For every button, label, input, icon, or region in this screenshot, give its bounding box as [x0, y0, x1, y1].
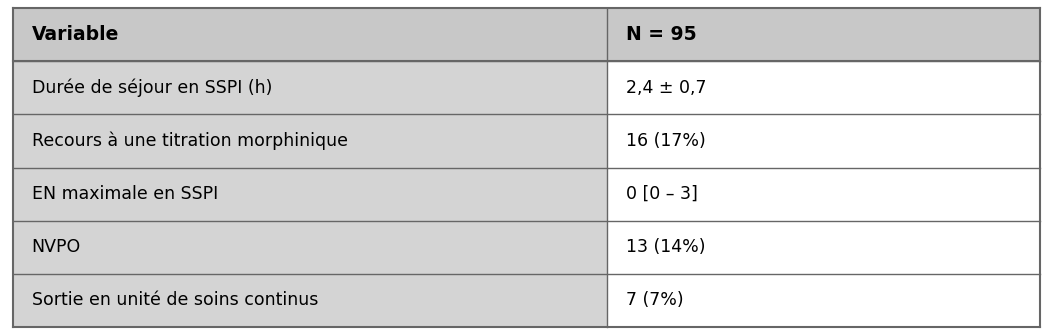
Bar [13, 168, 607, 220]
Bar [13, 220, 607, 274]
Bar [607, 115, 1040, 168]
Text: 7 (7%): 7 (7%) [625, 291, 683, 309]
Bar [607, 274, 1040, 327]
Bar [13, 274, 607, 327]
Text: N = 95: N = 95 [625, 25, 696, 45]
Text: EN maximale en SSPI: EN maximale en SSPI [32, 185, 218, 203]
Bar [607, 168, 1040, 220]
Text: 16 (17%): 16 (17%) [625, 132, 706, 150]
Text: 2,4 ± 0,7: 2,4 ± 0,7 [625, 79, 707, 97]
Bar [607, 220, 1040, 274]
Text: 0 [0 – 3]: 0 [0 – 3] [625, 185, 697, 203]
Text: Variable: Variable [32, 25, 119, 45]
Text: NVPO: NVPO [32, 238, 81, 256]
Bar [13, 8, 607, 61]
Bar [13, 115, 607, 168]
Bar [607, 8, 1040, 61]
Bar [607, 61, 1040, 115]
Text: 13 (14%): 13 (14%) [625, 238, 706, 256]
Text: Recours à une titration morphinique: Recours à une titration morphinique [32, 132, 347, 150]
Text: Durée de séjour en SSPI (h): Durée de séjour en SSPI (h) [32, 79, 272, 97]
Text: Sortie en unité de soins continus: Sortie en unité de soins continus [32, 291, 318, 309]
Bar [13, 61, 607, 115]
